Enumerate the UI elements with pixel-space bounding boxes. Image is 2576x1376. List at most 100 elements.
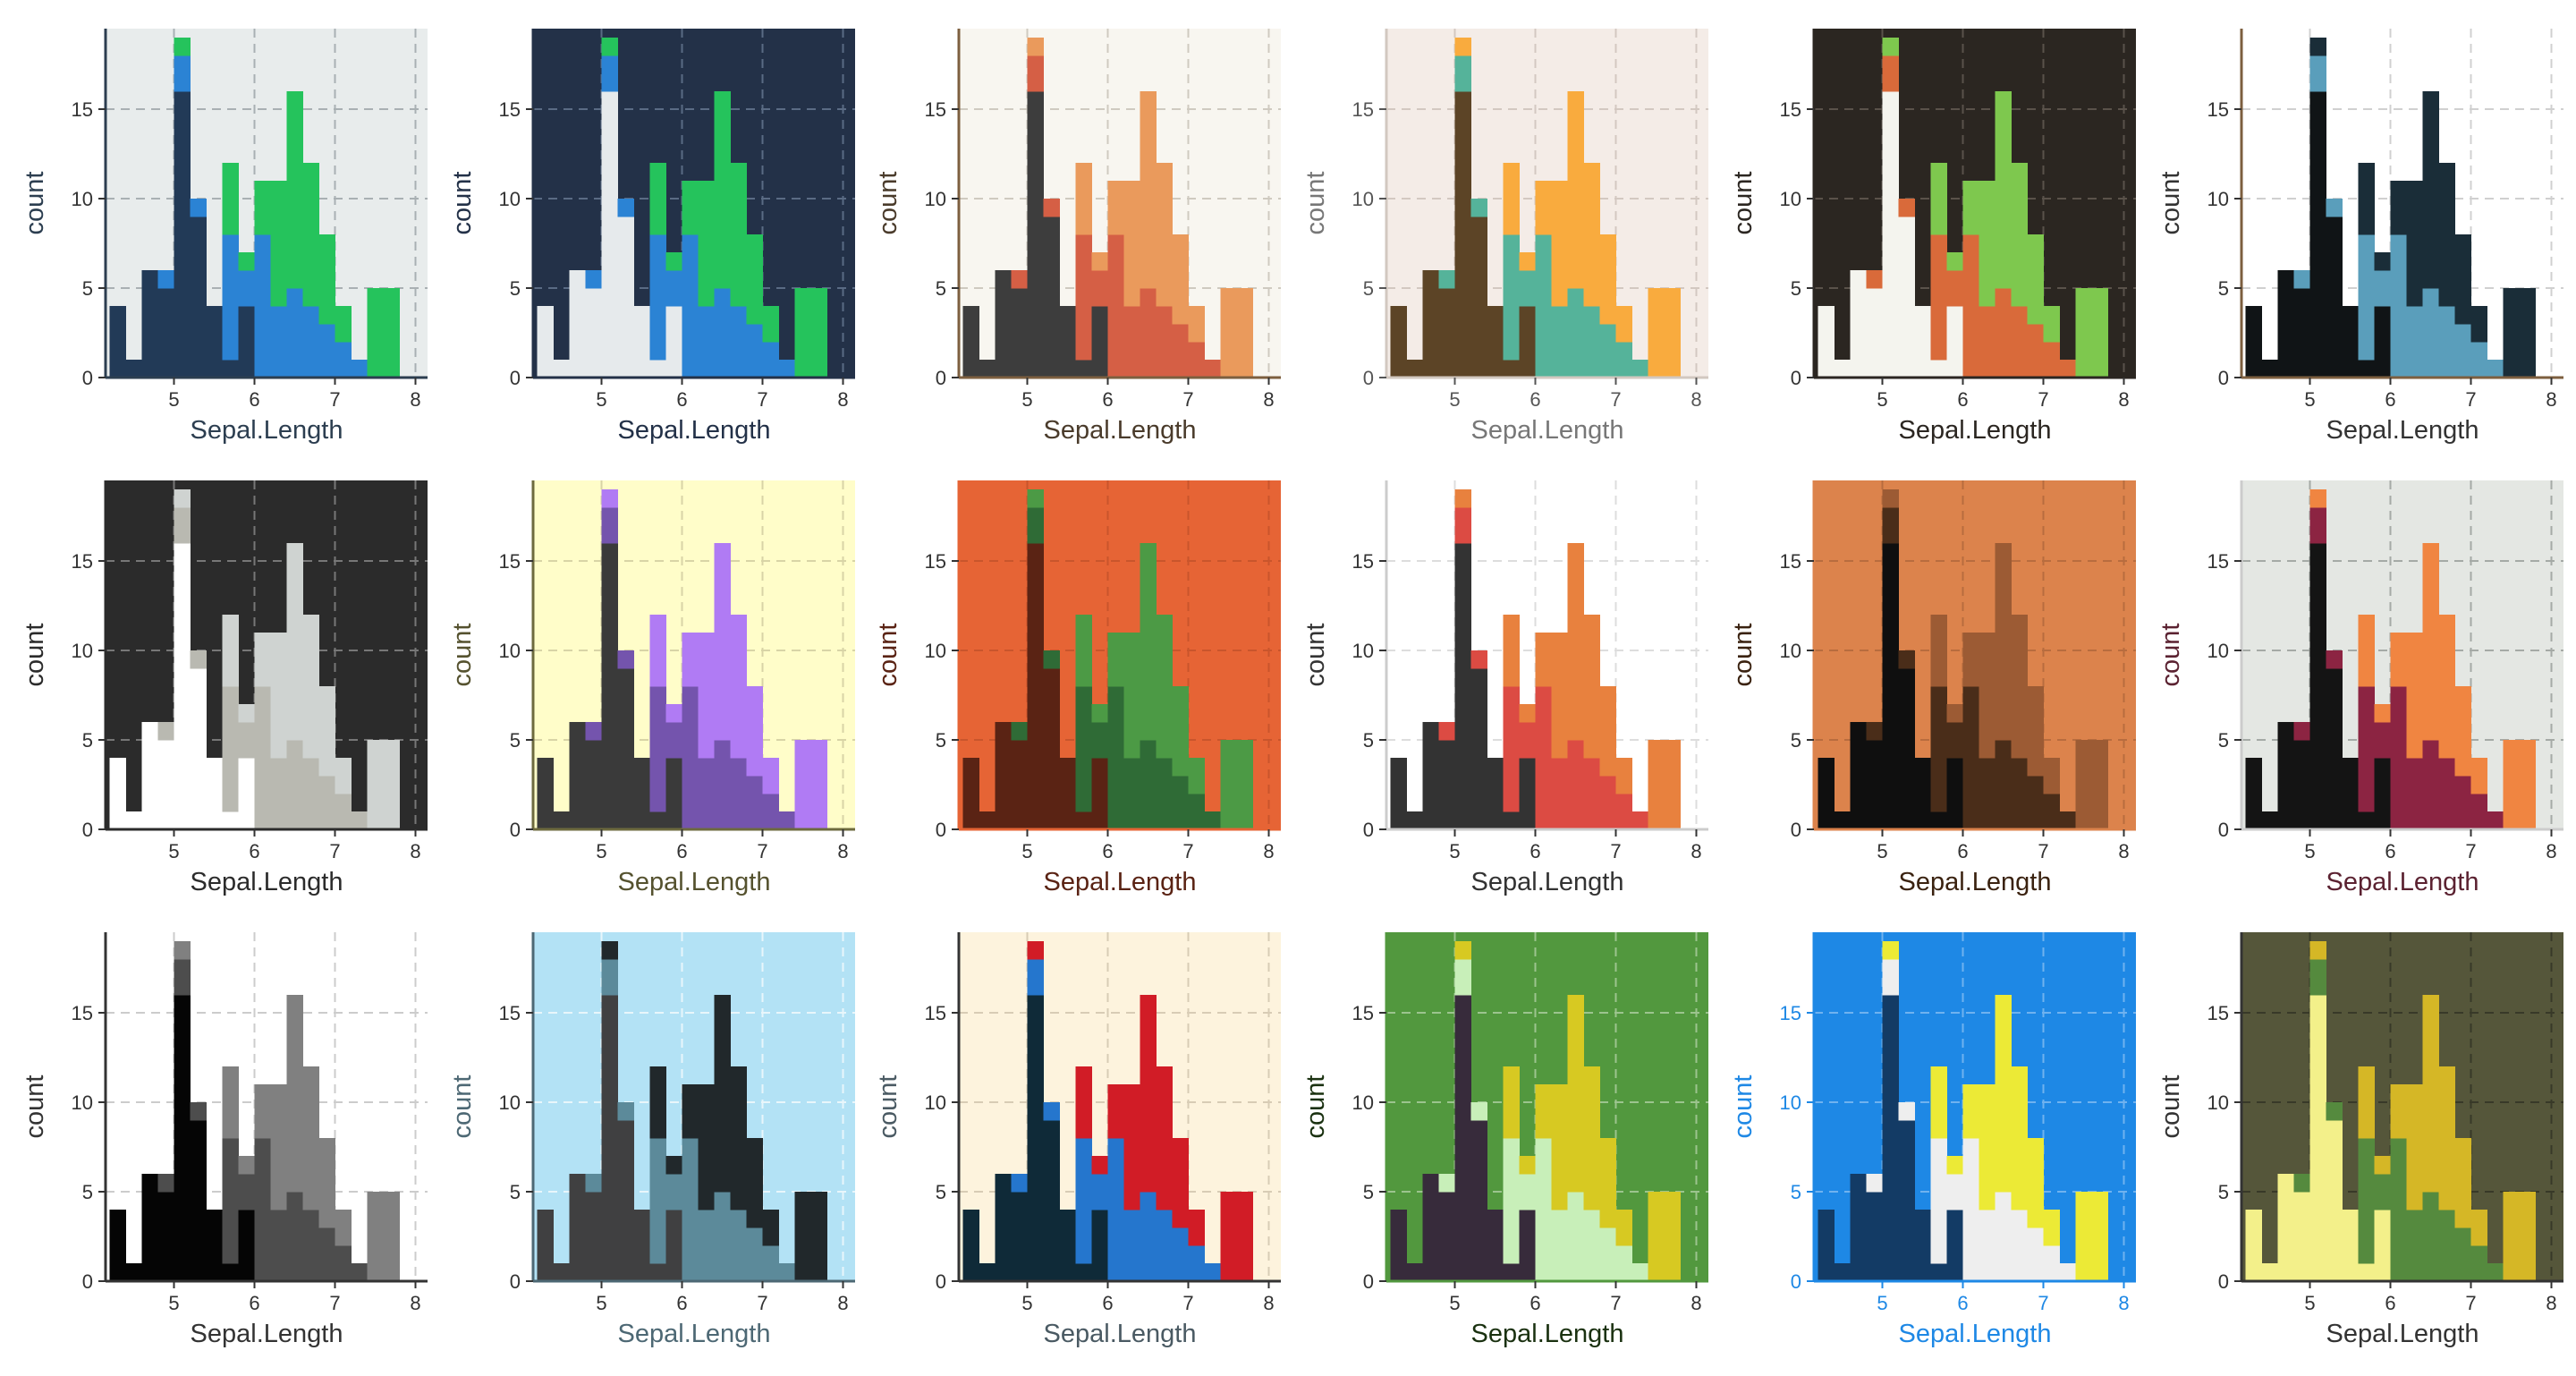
- bar-virginica-bin-15: [335, 758, 352, 794]
- bar-virginica-bin-13: [1583, 163, 1600, 307]
- y-tick-label-15: 15: [499, 98, 521, 121]
- bar-versicolor-bin-13: [730, 758, 747, 830]
- bar-setosa-bin-4: [1438, 1192, 1455, 1282]
- bar-versicolor-bin-5: [1027, 959, 1044, 996]
- bar-versicolor-bin-10: [1535, 686, 1552, 830]
- bar-virginica-bin-15: [2043, 758, 2060, 794]
- y-tick-label-10: 10: [499, 1091, 521, 1114]
- bar-virginica-bin-12: [1995, 543, 2012, 741]
- bar-virginica-bin-14: [318, 686, 335, 777]
- bar-versicolor-bin-4: [2293, 722, 2310, 741]
- y-tick-label-5: 5: [2218, 729, 2229, 752]
- x-axis-title: Sepal.Length: [1899, 416, 2052, 445]
- y-tick-label-10: 10: [72, 188, 93, 210]
- bar-setosa-bin-7: [1914, 306, 1931, 378]
- bar-setosa-bin-6: [1470, 217, 1487, 378]
- bar-versicolor-bin-9: [665, 1174, 682, 1210]
- bar-versicolor-bin-13: [302, 1210, 319, 1282]
- y-tick-label-15: 15: [1352, 1002, 1374, 1024]
- bar-virginica-bin-9: [1519, 252, 1536, 271]
- bar-virginica-bin-9: [665, 704, 682, 723]
- x-tick-label-7: 7: [2465, 388, 2476, 411]
- bar-versicolor-bin-8: [1503, 1138, 1520, 1264]
- x-axis-title: Sepal.Length: [618, 416, 771, 445]
- bar-versicolor-bin-8: [222, 234, 239, 361]
- bar-virginica-bin-18: [1236, 288, 1253, 378]
- bar-setosa-bin-1: [2245, 1210, 2262, 1282]
- bar-setosa-bin-5: [1882, 995, 1899, 1282]
- bar-versicolor-bin-5: [1882, 959, 1899, 996]
- x-tick-label-7: 7: [2465, 840, 2476, 862]
- bar-versicolor-bin-11: [270, 306, 287, 378]
- bar-virginica-bin-10: [254, 633, 271, 687]
- bar-setosa-bin-5: [1027, 91, 1044, 378]
- bar-versicolor-bin-12: [2422, 1192, 2439, 1282]
- bar-setosa-bin-9: [1091, 758, 1108, 830]
- bar-virginica-bin-5: [1882, 38, 1899, 56]
- y-tick-label-0: 0: [2218, 367, 2229, 389]
- bar-versicolor-bin-8: [222, 1138, 239, 1264]
- bar-versicolor-bin-16: [351, 811, 368, 830]
- bar-versicolor-bin-15: [2043, 342, 2060, 378]
- bar-virginica-bin-14: [1599, 234, 1616, 325]
- bar-virginica-bin-14: [2454, 686, 2471, 777]
- bar-virginica-bin-5: [1882, 941, 1899, 960]
- bar-versicolor-bin-14: [2454, 324, 2471, 378]
- bar-versicolor-bin-12: [2422, 288, 2439, 378]
- bar-virginica-bin-18: [383, 1192, 400, 1282]
- bar-versicolor-bin-16: [1204, 1263, 1221, 1282]
- y-axis-title: count: [1301, 172, 1330, 235]
- bar-versicolor-bin-5: [601, 55, 618, 92]
- bar-virginica-bin-13: [1583, 1066, 1600, 1210]
- x-tick-label-7: 7: [757, 388, 767, 411]
- bar-setosa-bin-8: [2358, 811, 2375, 830]
- bar-setosa-bin-5: [2309, 91, 2326, 378]
- bar-versicolor-bin-9: [665, 270, 682, 307]
- bar-setosa-bin-2: [125, 360, 142, 378]
- bar-virginica-bin-9: [1946, 704, 1963, 723]
- bar-setosa-bin-9: [1091, 1210, 1108, 1282]
- bar-versicolor-bin-6: [1043, 1102, 1060, 1121]
- bar-setosa-bin-8: [1075, 360, 1092, 378]
- bar-setosa-bin-7: [206, 758, 223, 830]
- bar-versicolor-bin-14: [2454, 1227, 2471, 1282]
- bar-setosa-bin-6: [2326, 668, 2343, 830]
- bar-versicolor-bin-13: [1156, 758, 1173, 830]
- bar-virginica-bin-5: [1027, 941, 1044, 960]
- bar-versicolor-bin-4: [1866, 1174, 1883, 1193]
- bar-versicolor-bin-16: [2059, 360, 2076, 378]
- bar-setosa-bin-5: [1882, 91, 1899, 378]
- bar-versicolor-bin-4: [157, 270, 174, 289]
- bar-versicolor-bin-11: [1979, 1210, 1996, 1282]
- bar-setosa-bin-1: [1818, 306, 1835, 378]
- panel-17: 5 6 7 8 0 5 10 15 Sepal.Length count: [1729, 932, 2136, 1348]
- y-axis-title: count: [2157, 1075, 2185, 1139]
- bar-virginica-bin-17: [2503, 288, 2520, 378]
- bar-setosa-bin-6: [2326, 1120, 2343, 1282]
- bar-setosa-bin-8: [222, 811, 239, 830]
- bar-versicolor-bin-12: [1995, 1192, 2012, 1282]
- y-tick-label-5: 5: [82, 277, 93, 300]
- y-tick-label-0: 0: [1791, 1270, 1801, 1293]
- x-axis-title: Sepal.Length: [1044, 868, 1197, 896]
- bar-virginica-bin-11: [2406, 1084, 2423, 1210]
- bar-versicolor-bin-9: [1519, 270, 1536, 307]
- y-axis-title: count: [2157, 624, 2185, 687]
- y-tick-label-10: 10: [925, 1091, 946, 1114]
- bar-versicolor-bin-11: [1979, 306, 1996, 378]
- bar-virginica-bin-10: [682, 1084, 699, 1139]
- bar-versicolor-bin-5: [601, 959, 618, 996]
- x-tick-label-5: 5: [596, 840, 606, 862]
- bar-virginica-bin-8: [222, 615, 239, 687]
- bar-versicolor-bin-8: [649, 686, 666, 812]
- bar-virginica-bin-14: [1172, 686, 1189, 777]
- x-axis-title: Sepal.Length: [1471, 1320, 1624, 1348]
- bar-virginica-bin-9: [2374, 252, 2391, 271]
- bar-versicolor-bin-16: [778, 811, 795, 830]
- bar-versicolor-bin-10: [1962, 234, 1979, 378]
- bar-virginica-bin-13: [1156, 1066, 1173, 1210]
- bar-setosa-bin-6: [190, 1120, 207, 1282]
- y-tick-label-10: 10: [2207, 1091, 2229, 1114]
- bar-versicolor-bin-10: [1107, 1138, 1124, 1282]
- bar-setosa-bin-8: [222, 1263, 239, 1282]
